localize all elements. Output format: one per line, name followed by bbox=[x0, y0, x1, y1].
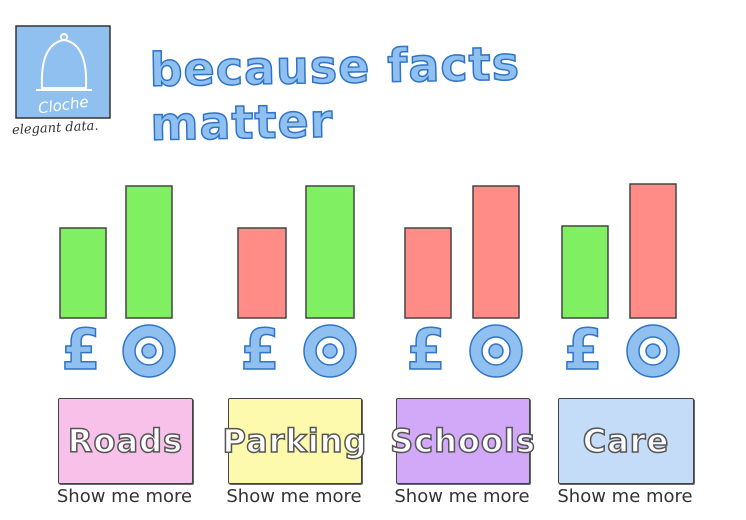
pound-icon: £ bbox=[564, 318, 603, 383]
bar-roads-target bbox=[125, 185, 173, 319]
bar-roads-pound bbox=[59, 227, 107, 319]
page-title: because facts matter bbox=[148, 36, 521, 152]
category-card-schools[interactable]: Schools bbox=[389, 398, 536, 484]
target-icon bbox=[122, 324, 176, 378]
pound-icon: £ bbox=[407, 318, 446, 383]
show-more-link-care[interactable]: Show me more bbox=[557, 486, 693, 507]
show-more-link-parking[interactable]: Show me more bbox=[226, 486, 362, 507]
category-card-roads[interactable]: Roads bbox=[58, 398, 193, 484]
pound-icon: £ bbox=[62, 318, 101, 383]
show-more-link-roads[interactable]: Show me more bbox=[56, 486, 193, 507]
bar-chart: £ £ £ £ bbox=[59, 183, 680, 384]
bar-parking-target bbox=[305, 185, 355, 319]
bar-schools-target bbox=[472, 185, 520, 319]
bar-care-target bbox=[629, 183, 677, 319]
category-label: Care bbox=[582, 421, 670, 461]
target-icon bbox=[626, 324, 680, 378]
category-label: Roads bbox=[67, 421, 184, 461]
category-card-care[interactable]: Care bbox=[558, 398, 694, 484]
bar-care-pound bbox=[561, 225, 609, 319]
target-icon bbox=[469, 324, 523, 378]
show-more-link-schools[interactable]: Show me more bbox=[394, 486, 530, 507]
bar-schools-pound bbox=[404, 227, 452, 319]
category-label: Parking bbox=[222, 421, 368, 461]
bar-parking-pound bbox=[237, 227, 287, 319]
category-card-parking[interactable]: Parking bbox=[222, 398, 367, 484]
category-label: Schools bbox=[389, 421, 536, 461]
target-icon bbox=[303, 324, 357, 378]
pound-icon: £ bbox=[241, 318, 280, 383]
cloche-logo: Cloche bbox=[15, 25, 111, 119]
